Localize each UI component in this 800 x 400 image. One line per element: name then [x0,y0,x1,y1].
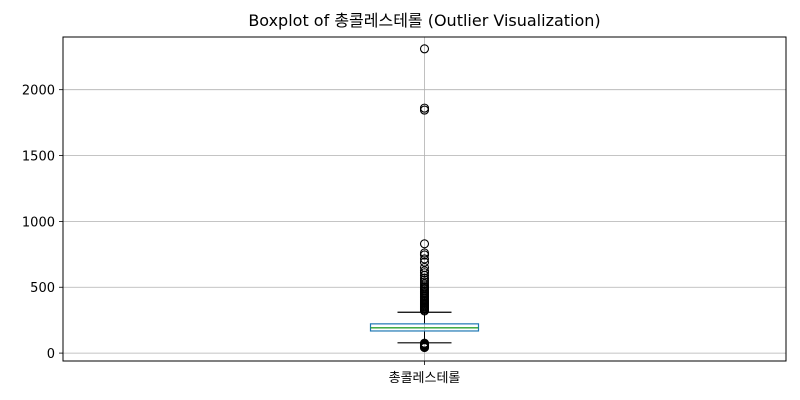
outlier-point [419,343,430,353]
y-tick-label: 0 [47,347,55,362]
outlier-point [419,257,430,267]
outlier-point [419,105,430,115]
outlier-point [419,270,430,280]
outlier-point [419,306,430,316]
y-tick-label: 1500 [22,150,55,165]
y-tick-label: 500 [30,281,55,296]
outlier-point [419,250,430,260]
outlier-point [419,268,430,278]
y-tick-label: 2000 [22,84,55,99]
y-tick-label: 1000 [22,215,55,230]
outlier-point [419,254,430,264]
outlier-point [419,44,430,54]
outlier-point [419,239,430,249]
x-tick-label: 총콜레스테롤 [389,371,461,386]
chart-title: Boxplot of 총콜레스테롤 (Outlier Visualization… [248,11,601,30]
